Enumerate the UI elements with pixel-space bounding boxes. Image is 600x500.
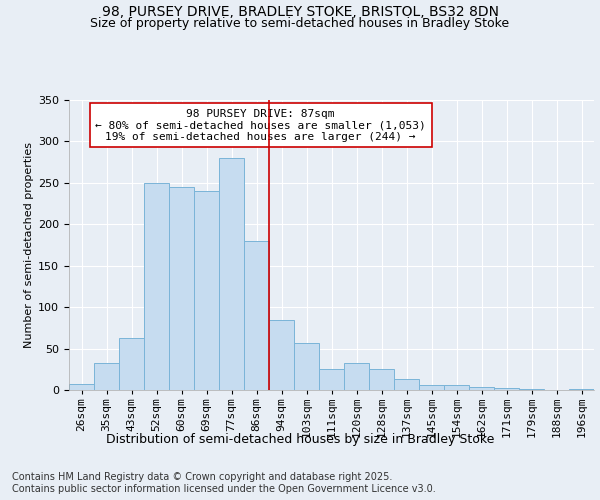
- Bar: [569, 389, 594, 390]
- Text: 98 PURSEY DRIVE: 87sqm
← 80% of semi-detached houses are smaller (1,053)
19% of : 98 PURSEY DRIVE: 87sqm ← 80% of semi-det…: [95, 108, 426, 142]
- Text: 98, PURSEY DRIVE, BRADLEY STOKE, BRISTOL, BS32 8DN: 98, PURSEY DRIVE, BRADLEY STOKE, BRISTOL…: [101, 5, 499, 19]
- Text: Distribution of semi-detached houses by size in Bradley Stoke: Distribution of semi-detached houses by …: [106, 432, 494, 446]
- Text: Contains HM Land Registry data © Crown copyright and database right 2025.: Contains HM Land Registry data © Crown c…: [12, 472, 392, 482]
- Text: Contains public sector information licensed under the Open Government Licence v3: Contains public sector information licen…: [12, 484, 436, 494]
- Bar: [219, 158, 244, 390]
- Bar: [494, 388, 519, 390]
- Bar: [469, 386, 494, 390]
- Bar: [344, 364, 369, 390]
- Bar: [444, 385, 469, 390]
- Bar: [244, 241, 269, 390]
- Bar: [94, 362, 119, 390]
- Bar: [194, 191, 219, 390]
- Bar: [169, 187, 194, 390]
- Bar: [144, 183, 169, 390]
- Bar: [294, 343, 319, 390]
- Bar: [394, 379, 419, 390]
- Bar: [69, 384, 94, 390]
- Bar: [519, 389, 544, 390]
- Bar: [419, 385, 444, 390]
- Bar: [119, 338, 144, 390]
- Bar: [319, 370, 344, 390]
- Bar: [269, 320, 294, 390]
- Y-axis label: Number of semi-detached properties: Number of semi-detached properties: [24, 142, 34, 348]
- Bar: [369, 370, 394, 390]
- Text: Size of property relative to semi-detached houses in Bradley Stoke: Size of property relative to semi-detach…: [91, 18, 509, 30]
